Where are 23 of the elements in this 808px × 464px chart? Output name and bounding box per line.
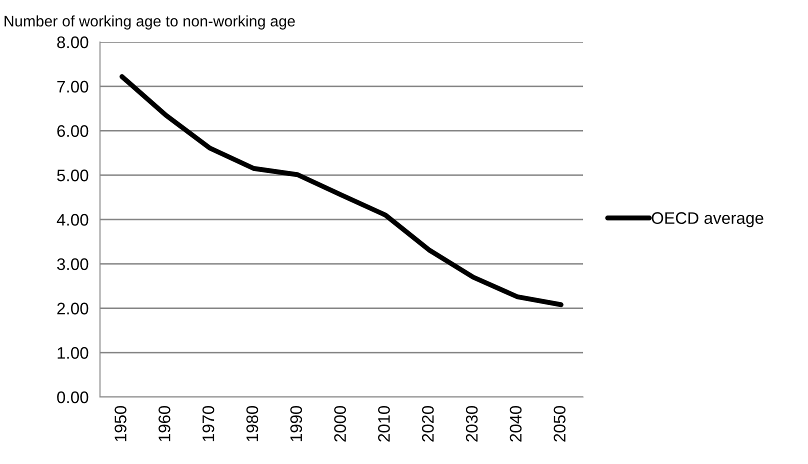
y-tick-label: 2.00 [57, 302, 88, 314]
x-tick-label: 2010 [378, 406, 390, 442]
x-tick-label: 2040 [510, 406, 522, 442]
x-tick-label: 1970 [202, 406, 214, 442]
x-tick-label: 1950 [114, 406, 126, 442]
legend-label: OECD average [652, 212, 764, 228]
y-tick-label: 7.00 [57, 80, 88, 93]
x-tick-label: 2030 [466, 406, 478, 442]
x-tick-label: 1960 [158, 406, 170, 442]
y-tick-label: 5.00 [57, 170, 88, 182]
y-tick-label: 6.00 [57, 125, 88, 137]
x-tick-label: 1990 [290, 406, 302, 442]
y-tick-label: 1.00 [58, 347, 88, 359]
y-axis-title: Number of working age to non-working age [4, 15, 295, 30]
y-tick-label: 0.00 [57, 391, 88, 404]
y-tick-label: 8.00 [57, 36, 88, 48]
x-tick-label: 2000 [334, 406, 346, 442]
x-tick-label: 2020 [422, 406, 434, 442]
line-series [120, 74, 564, 308]
x-tick-label: 1980 [246, 406, 258, 442]
x-tick-label: 2050 [554, 406, 566, 442]
y-tick-label: 3.00 [57, 258, 88, 270]
y-tick-label: 4.00 [56, 214, 88, 226]
